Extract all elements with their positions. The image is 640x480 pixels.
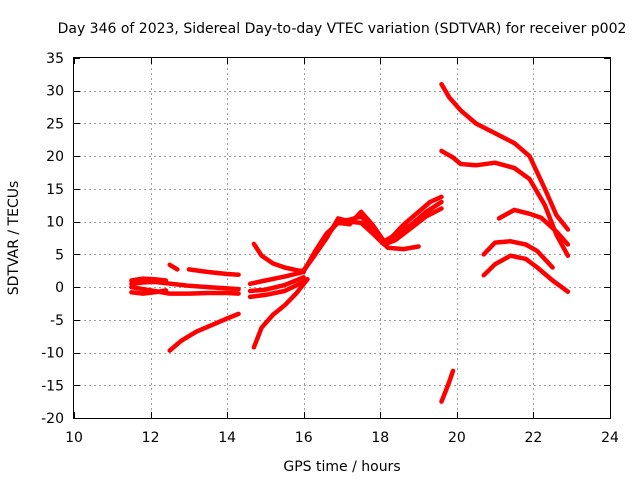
grid-lines bbox=[74, 58, 610, 418]
series-line-14 bbox=[301, 199, 444, 274]
y-tick-label: 25 bbox=[46, 116, 64, 132]
series-line-9 bbox=[251, 276, 310, 350]
series-line-12 bbox=[247, 279, 306, 300]
axis-ticks bbox=[74, 58, 611, 419]
series-line-1 bbox=[129, 279, 241, 292]
y-tick-label: 35 bbox=[46, 51, 64, 67]
x-axis-label: GPS time / hours bbox=[283, 459, 400, 475]
series-line-16 bbox=[385, 194, 444, 244]
series-line-21 bbox=[496, 207, 571, 247]
series-line-2 bbox=[129, 284, 241, 296]
series-line-6 bbox=[186, 267, 241, 277]
y-tick-label: -20 bbox=[41, 411, 64, 427]
plot-frame bbox=[73, 57, 611, 419]
series-line-18 bbox=[439, 148, 571, 258]
y-tick-label: 15 bbox=[46, 182, 64, 198]
y-tick-label: -5 bbox=[50, 313, 64, 329]
y-tick-label: 0 bbox=[55, 280, 64, 296]
x-tick-label: 12 bbox=[142, 430, 160, 446]
x-tick-label: 10 bbox=[65, 430, 83, 446]
y-axis-label: SDTVAR / TECUs bbox=[6, 181, 22, 296]
series-line-11 bbox=[247, 269, 306, 287]
x-tick-label: 16 bbox=[295, 430, 313, 446]
x-tick-label: 18 bbox=[371, 430, 389, 446]
x-tick-label: 14 bbox=[218, 430, 236, 446]
series-line-10 bbox=[247, 275, 306, 294]
series-line-5 bbox=[167, 262, 180, 272]
chart-title: Day 346 of 2023, Sidereal Day-to-day VTE… bbox=[58, 21, 627, 37]
y-tick-label: -10 bbox=[41, 346, 64, 362]
series-line-15 bbox=[301, 206, 444, 273]
series-line-4 bbox=[129, 288, 169, 296]
series-line-17 bbox=[439, 81, 571, 232]
series-line-3 bbox=[129, 276, 169, 283]
y-tick-label: 10 bbox=[46, 215, 64, 231]
y-tick-label: 30 bbox=[46, 84, 64, 100]
data-series bbox=[129, 81, 571, 404]
y-tick-label: 5 bbox=[55, 247, 64, 263]
x-tick-label: 24 bbox=[601, 430, 619, 446]
series-line-19 bbox=[481, 239, 555, 270]
x-tick-labels: 10 12 14 16 18 20 22 24 bbox=[65, 430, 619, 446]
y-tick-label: -15 bbox=[41, 378, 64, 394]
series-line-22 bbox=[439, 368, 456, 404]
x-tick-label: 20 bbox=[448, 430, 466, 446]
y-tick-label: 20 bbox=[46, 149, 64, 165]
series-line-20 bbox=[481, 253, 571, 294]
series-line-8 bbox=[251, 241, 306, 274]
series-line-7 bbox=[167, 311, 241, 353]
x-tick-label: 22 bbox=[525, 430, 543, 446]
y-tick-labels: -20 -15 -10 -5 0 5 10 15 20 25 30 35 bbox=[41, 51, 64, 427]
